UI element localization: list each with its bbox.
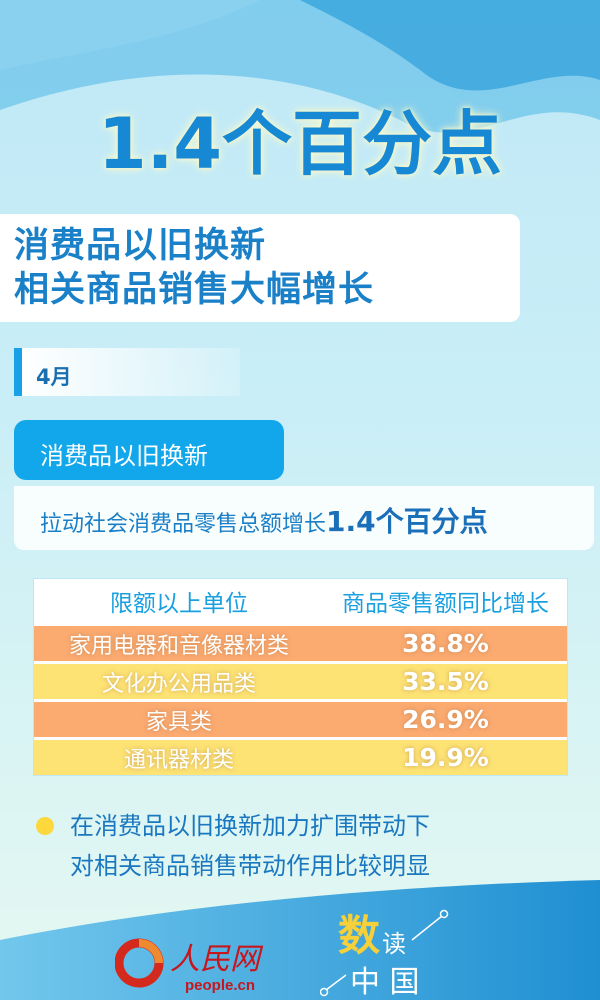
subtitle-line2: 相关商品销售大幅增长 [14,270,375,310]
header-growth: 商品零售额同比增长 [342,591,549,617]
growth-table: 限额以上单位 商品零售额同比增长 家用电器和音像器材类 38.8% 文化办公用品类… [33,578,568,776]
row-category: 文化办公用品类 [101,671,256,697]
table-row: 家用电器和音像器材类 38.8% [34,626,567,661]
bullet-dot-icon [36,817,54,835]
headline: 1.4个百分点 [97,103,502,185]
top-wave-decoration [0,0,600,133]
month-label: 4月 [14,348,240,396]
table-row: 通讯器材类 19.9% [34,740,567,775]
svg-text:读: 读 [382,930,406,958]
row-growth: 38.8% [402,629,489,658]
tag-pill: 消费品以旧换新 [14,420,284,480]
table-row: 文化办公用品类 33.5% [34,664,567,699]
row-category: 家用电器和音像器材类 [68,633,289,659]
row-category: 家具类 [145,709,212,735]
statement: 拉动社会消费品零售总额增长1.4个百分点 [14,486,594,550]
note: 在消费品以旧换新加力扩围带动下 对相关商品销售带动作用比较明显 [70,806,430,886]
header-unit: 限额以上单位 [110,591,248,617]
subtitle-line1: 消费品以旧换新 [14,226,267,266]
svg-text:人民网: 人民网 [170,942,264,977]
bottom-wave-decoration [0,880,600,1000]
people-cn-logo: 人民网 people.cn [115,938,264,994]
note-line1: 在消费品以旧换新加力扩围带动下 [70,812,430,840]
table-row: 家具类 26.9% [34,702,567,737]
note-line2: 对相关商品销售带动作用比较明显 [70,852,430,880]
statement-highlight: 1.4个百分点 [326,505,488,538]
statement-text: 拉动社会消费品零售总额增长 [40,512,327,537]
svg-text:people.cn: people.cn [185,977,255,994]
row-growth: 33.5% [402,667,489,696]
subtitle-box: 消费品以旧换新 相关商品销售大幅增长 [0,214,520,322]
svg-text:数: 数 [338,911,380,960]
row-category: 通讯器材类 [123,747,234,773]
row-growth: 26.9% [402,705,489,734]
svg-text:中 国: 中 国 [350,965,420,1000]
row-growth: 19.9% [402,743,489,772]
table-header: 限额以上单位 商品零售额同比增长 [34,579,567,623]
shudu-zhongguo-badge: 数 读 中 国 [320,909,449,1000]
